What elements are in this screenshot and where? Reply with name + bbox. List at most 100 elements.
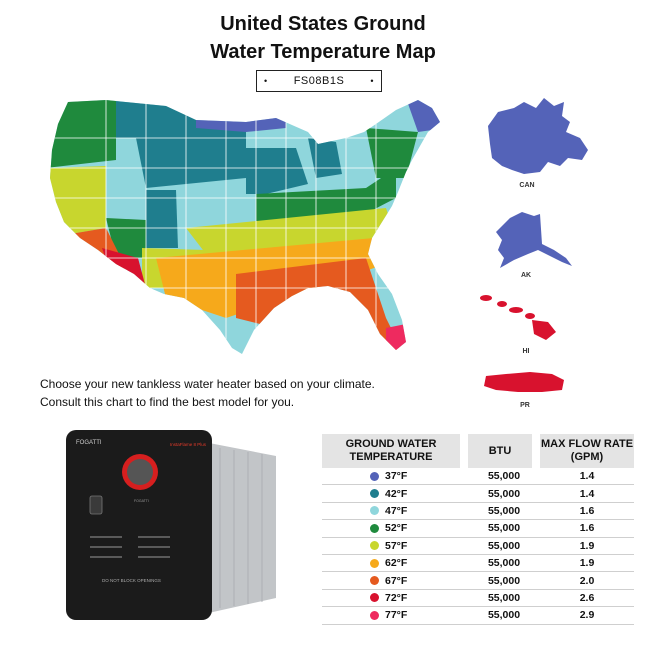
gpm-cell: 1.6: [579, 504, 595, 517]
table-row: 57°F 55,000 1.9: [322, 538, 634, 555]
hawaii-inset-map: [480, 295, 556, 340]
heater-brand: FOGATTI: [76, 440, 102, 446]
map-region-42-midwest: [246, 148, 308, 194]
puerto-rico-label: PR: [520, 402, 530, 409]
bullet-right: •: [370, 76, 374, 86]
heater-side-ribs: [219, 448, 263, 608]
header-btu: BTU: [468, 434, 532, 468]
gpm-cell: 2.9: [579, 609, 595, 622]
puerto-rico-shape: [484, 372, 564, 392]
temp-cell: 42°F: [322, 488, 468, 500]
water-heater-product-image: FOGATTI InstaFlame 8 Plus FOGATTI DO NOT…: [66, 430, 276, 620]
puerto-rico-inset-map: [484, 372, 564, 392]
temp-cell: 57°F: [322, 540, 468, 552]
map-region-57-central: [186, 208, 396, 254]
btu-cell: 55,000: [487, 591, 521, 604]
btu-cell: 55,000: [487, 609, 521, 622]
table-row: 72°F 55,000 2.6: [322, 590, 634, 608]
gpm-cell: 1.9: [579, 539, 595, 552]
model-number: FS08B1S: [293, 75, 345, 87]
temp-cell: 37°F: [322, 470, 468, 482]
color-swatch: [370, 610, 379, 620]
table-row: 77°F 55,000 2.9: [322, 607, 634, 625]
gpm-cell: 2.6: [579, 591, 595, 604]
map-region-52-northwest: [50, 100, 116, 168]
color-swatch: [370, 576, 379, 586]
heater-vents: [90, 536, 170, 558]
temp-cell: 52°F: [322, 522, 468, 534]
header-ground-water-temp: GROUND WATER TEMPERATURE: [322, 434, 460, 468]
alaska-inset-map: [496, 212, 572, 268]
color-swatch: [370, 523, 379, 533]
gpm-cell: 1.4: [579, 470, 595, 483]
canada-shape: [488, 98, 588, 174]
btu-cell: 55,000: [487, 574, 521, 587]
bullet-left: •: [264, 76, 268, 86]
color-swatch: [370, 506, 379, 516]
gpm-cell: 2.0: [579, 574, 595, 587]
temp-value: 42°F: [385, 487, 408, 500]
page-title: United States Ground Water Temperature M…: [0, 10, 646, 66]
temp-cell: 72°F: [322, 592, 468, 604]
gpm-cell: 1.6: [579, 522, 595, 535]
caption-line-1: Choose your new tankless water heater ba…: [40, 377, 375, 391]
map-region-42-rockies: [146, 190, 178, 248]
map-region-67-south: [236, 258, 406, 354]
map-region-42-north: [116, 100, 246, 188]
alaska-label: AK: [520, 272, 532, 279]
table-row: 47°F 55,000 1.6: [322, 503, 634, 521]
map-region-77: [386, 324, 410, 354]
caption-line-2: Consult this chart to find the best mode…: [40, 395, 295, 409]
btu-cell: 55,000: [487, 470, 521, 483]
model-number-box: • FS08B1S •: [256, 70, 382, 92]
btu-cell: 55,000: [487, 487, 521, 500]
temp-cell: 77°F: [322, 609, 468, 621]
temp-value: 77°F: [385, 609, 408, 622]
color-swatch: [370, 541, 379, 551]
canada-label: CAN: [519, 182, 535, 189]
heater-side-panel: [204, 442, 276, 614]
color-swatch: [370, 489, 379, 499]
temp-value: 52°F: [385, 522, 408, 535]
title-line-2: Water Temperature Map: [210, 41, 436, 63]
us-temperature-map: [50, 100, 440, 354]
color-swatch: [370, 593, 379, 603]
map-region-52-northeast: [366, 128, 418, 178]
alaska-shape: [496, 212, 572, 268]
climate-caption: Choose your new tankless water heater ba…: [40, 375, 375, 411]
btu-cell: 55,000: [487, 504, 521, 517]
heater-switch: [89, 495, 103, 515]
temp-value: 47°F: [385, 504, 408, 517]
btu-cell: 55,000: [487, 557, 521, 570]
heater-small-label: FOGATTI: [134, 499, 149, 503]
temp-cell: 62°F: [322, 557, 468, 569]
temp-value: 57°F: [385, 539, 408, 552]
map-region-37-north: [196, 100, 286, 132]
table-row: 67°F 55,000 2.0: [322, 572, 634, 590]
btu-cell: 55,000: [487, 522, 521, 535]
table-row: 52°F 55,000 1.6: [322, 520, 634, 538]
table-row: 42°F 55,000 1.4: [322, 485, 634, 503]
model-table: GROUND WATER TEMPERATURE BTU MAX FLOW RA…: [322, 434, 634, 625]
title-line-1: United States Ground: [220, 13, 426, 35]
color-swatch: [370, 471, 379, 481]
hawaii-islands: [480, 295, 556, 340]
gpm-cell: 1.4: [579, 487, 595, 500]
canada-inset-map: [488, 98, 588, 174]
heater-badge: InstaFlame 8 Plus: [170, 442, 207, 447]
temp-value: 67°F: [385, 574, 408, 587]
temp-value: 37°F: [385, 470, 408, 483]
header-max-flow: MAX FLOW RATE (GPM): [540, 434, 634, 468]
table-body: 37°F 55,000 1.4 42°F 55,000 1.4 47°F 55,000 1.6 5…: [322, 468, 634, 625]
temp-value: 72°F: [385, 591, 408, 604]
heater-front-panel: [66, 430, 212, 620]
temp-cell: 47°F: [322, 505, 468, 517]
table-header: GROUND WATER TEMPERATURE BTU MAX FLOW RA…: [322, 434, 634, 468]
temp-cell: 67°F: [322, 575, 468, 587]
hawaii-label: HI: [522, 348, 530, 355]
table-row: 37°F 55,000 1.4: [322, 468, 634, 486]
map-region-57-west: [50, 166, 106, 238]
color-swatch: [370, 558, 379, 568]
temp-value: 62°F: [385, 557, 408, 570]
gpm-cell: 1.9: [579, 557, 595, 570]
